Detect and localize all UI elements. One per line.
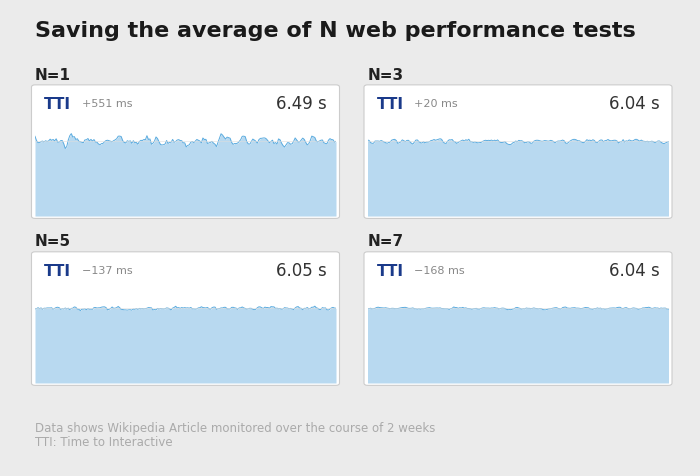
- Text: Data shows Wikipedia Article monitored over the course of 2 weeks: Data shows Wikipedia Article monitored o…: [35, 421, 435, 434]
- Text: N=1: N=1: [35, 68, 71, 82]
- Text: TTI: TTI: [44, 263, 71, 278]
- Text: TTI: TTI: [44, 97, 71, 112]
- Text: −137 ms: −137 ms: [82, 266, 132, 276]
- Text: N=5: N=5: [35, 234, 71, 249]
- Text: +551 ms: +551 ms: [82, 99, 132, 109]
- Text: 6.04 s: 6.04 s: [609, 95, 659, 113]
- Text: +20 ms: +20 ms: [414, 99, 458, 109]
- Text: N=7: N=7: [368, 234, 404, 249]
- Text: −168 ms: −168 ms: [414, 266, 465, 276]
- Text: N=3: N=3: [368, 68, 404, 82]
- Text: 6.05 s: 6.05 s: [276, 262, 327, 280]
- Text: TTI: Time to Interactive: TTI: Time to Interactive: [35, 436, 173, 448]
- Text: TTI: TTI: [377, 97, 403, 112]
- Text: TTI: TTI: [377, 263, 403, 278]
- Text: 6.04 s: 6.04 s: [609, 262, 659, 280]
- Text: 6.49 s: 6.49 s: [276, 95, 327, 113]
- Text: Saving the average of N web performance tests: Saving the average of N web performance …: [35, 21, 636, 41]
